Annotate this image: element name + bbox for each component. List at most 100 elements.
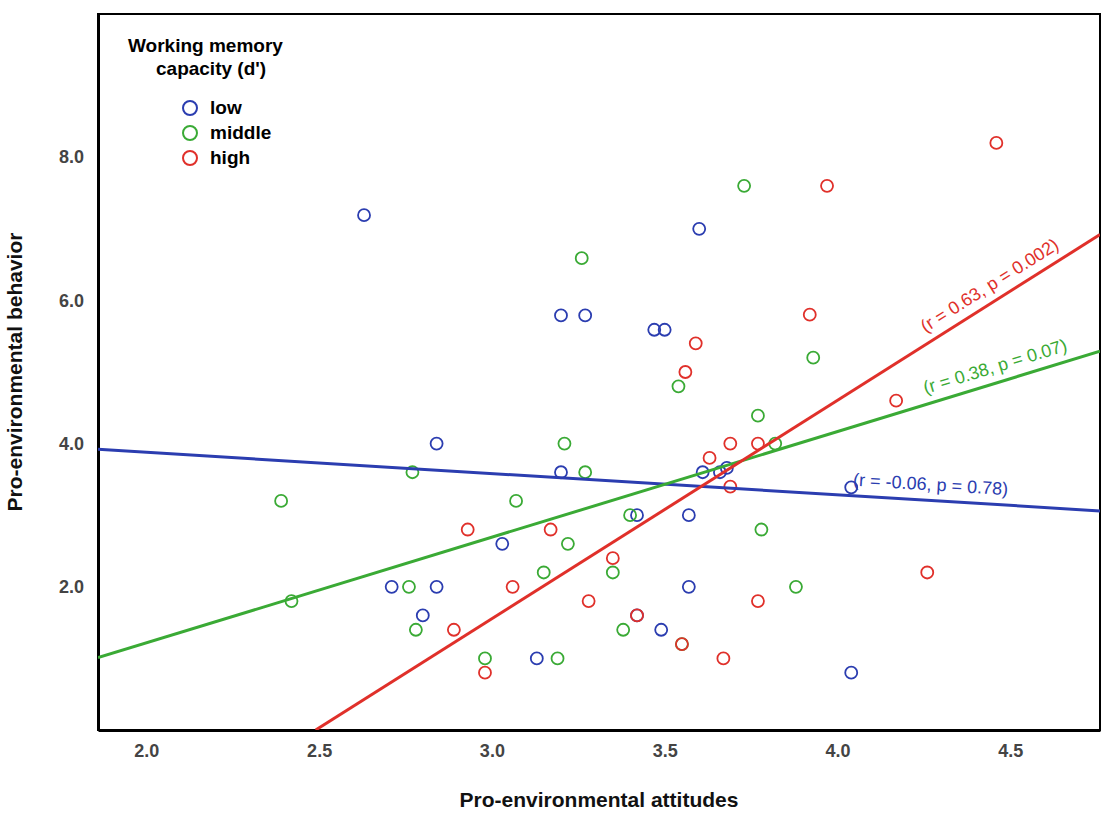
- annotation: (r = 0.38, p = 0.07): [921, 335, 1069, 398]
- point: [555, 309, 567, 321]
- point: [672, 380, 684, 392]
- point: [403, 581, 415, 593]
- point: [576, 252, 588, 264]
- point: [431, 438, 443, 450]
- point: [545, 524, 557, 536]
- point: [552, 652, 564, 664]
- x-tick: 3.5: [653, 730, 678, 761]
- legend-marker: [183, 126, 197, 140]
- point: [462, 524, 474, 536]
- point: [821, 180, 833, 192]
- plot: 2.0 2.5 3.0 3.5 4.0 4.5 2.0 4.0 6.0 8.0 (r = -0.06…: [59, 14, 1101, 761]
- point: [607, 552, 619, 564]
- legend-label: middle: [210, 122, 271, 143]
- legend-title: Working memory: [128, 35, 283, 56]
- point: [717, 652, 729, 664]
- point: [683, 581, 695, 593]
- point: [358, 209, 370, 221]
- point: [448, 624, 460, 636]
- annotation: (r = 0.63, p = 0.002): [917, 234, 1062, 336]
- point: [655, 624, 667, 636]
- point: [676, 638, 688, 650]
- y-tick: 2.0: [59, 577, 98, 597]
- point: [631, 609, 643, 621]
- x-tick-label: 2.5: [307, 741, 332, 761]
- legend-title: capacity (d'): [156, 58, 266, 79]
- point: [386, 581, 398, 593]
- y-tick: 8.0: [59, 147, 98, 167]
- annotation: (r = -0.06, p = 0.78): [853, 470, 1009, 499]
- point: [693, 223, 705, 235]
- legend: Working memorycapacity (d') low middle high: [128, 35, 283, 168]
- x-tick: 4.5: [998, 730, 1023, 761]
- x-tick: 4.0: [825, 730, 850, 761]
- point: [479, 667, 491, 679]
- point: [683, 509, 695, 521]
- marks: [98, 137, 1100, 730]
- y-tick-label: 2.0: [59, 577, 84, 597]
- y-axis-title: Pro-environmental behavior: [3, 233, 26, 512]
- chart: 2.0 2.5 3.0 3.5 4.0 4.5 2.0 4.0 6.0 8.0 (r = -0.06…: [0, 0, 1112, 819]
- x-tick-label: 4.5: [998, 741, 1023, 761]
- point: [804, 309, 816, 321]
- point: [275, 495, 287, 507]
- x-tick: 2.5: [307, 730, 332, 761]
- point: [845, 667, 857, 679]
- point: [738, 180, 750, 192]
- point: [790, 581, 802, 593]
- x-tick-label: 3.5: [653, 741, 678, 761]
- y-tick-label: 8.0: [59, 147, 84, 167]
- y-tick: 6.0: [59, 291, 98, 311]
- point: [562, 538, 574, 550]
- legend-marker: [183, 101, 197, 115]
- point: [807, 352, 819, 364]
- legend-marker: [183, 151, 197, 165]
- point: [617, 624, 629, 636]
- x-tick: 3.0: [480, 730, 505, 761]
- y-tick-label: 6.0: [59, 291, 84, 311]
- point: [724, 438, 736, 450]
- legend-label: high: [210, 147, 250, 168]
- point: [579, 466, 591, 478]
- x-axis-title: Pro-environmental attitudes: [460, 788, 739, 811]
- point: [538, 566, 550, 578]
- point: [496, 538, 508, 550]
- point: [690, 337, 702, 349]
- fit-line: [316, 235, 1100, 730]
- point: [417, 609, 429, 621]
- point: [631, 609, 643, 621]
- y-axis: 2.0 4.0 6.0 8.0: [59, 15, 99, 731]
- point: [752, 595, 764, 607]
- x-tick: 2.0: [134, 730, 159, 761]
- point: [921, 566, 933, 578]
- point: [890, 395, 902, 407]
- annotations: (r = -0.06, p = 0.78) (r = 0.38, p = 0.07…: [853, 234, 1070, 499]
- point: [990, 137, 1002, 149]
- fit-line: [98, 449, 1100, 511]
- point: [704, 452, 716, 464]
- x-tick-label: 2.0: [134, 741, 159, 761]
- point: [431, 581, 443, 593]
- point: [624, 509, 636, 521]
- point: [583, 595, 595, 607]
- fit-line: [98, 351, 1100, 657]
- point: [531, 652, 543, 664]
- x-tick-label: 3.0: [480, 741, 505, 761]
- point: [479, 652, 491, 664]
- point: [755, 524, 767, 536]
- point: [676, 638, 688, 650]
- point: [607, 566, 619, 578]
- point: [507, 581, 519, 593]
- point: [579, 309, 591, 321]
- plot-frame: [98, 14, 1100, 730]
- legend-label: low: [210, 97, 242, 118]
- point: [558, 438, 570, 450]
- point: [659, 324, 671, 336]
- x-axis: 2.0 2.5 3.0 3.5 4.0 4.5: [99, 730, 1101, 761]
- point: [510, 495, 522, 507]
- point: [679, 366, 691, 378]
- y-tick-label: 4.0: [59, 434, 84, 454]
- y-tick: 4.0: [59, 434, 98, 454]
- point: [752, 410, 764, 422]
- point: [631, 509, 643, 521]
